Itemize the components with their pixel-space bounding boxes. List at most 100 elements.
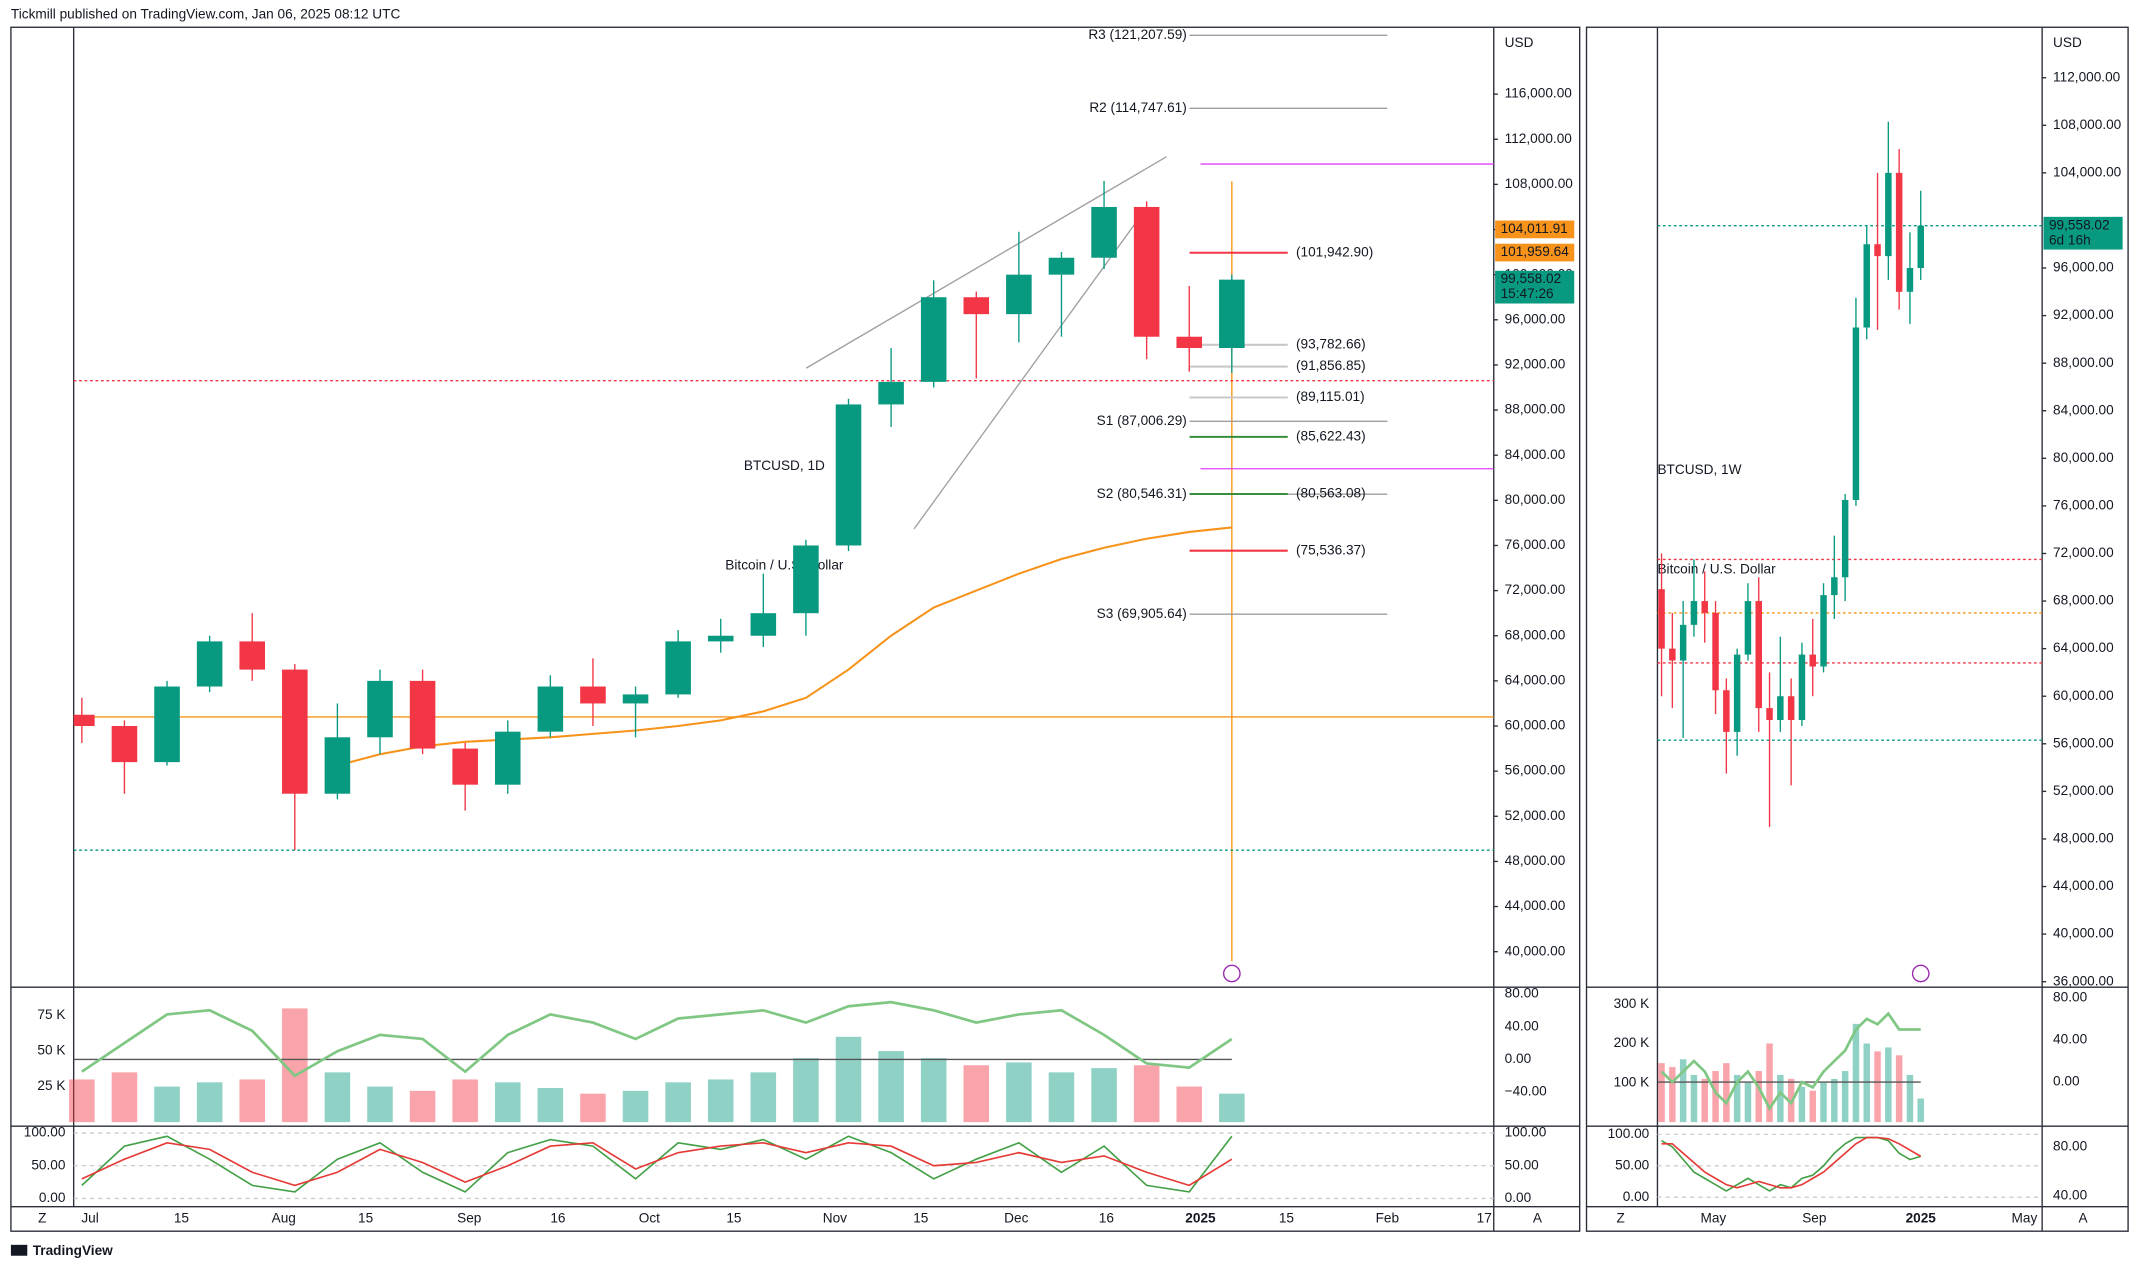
stoch-tick-label: 0.00: [1623, 1189, 1650, 1204]
candle-body: [665, 641, 691, 695]
candle-body: [793, 545, 819, 614]
price-tag-label: 99,558.02: [2049, 217, 2110, 232]
volume-bar: [1798, 1086, 1806, 1123]
level-label: (93,782.66): [1296, 336, 1366, 351]
candle-body: [1679, 624, 1687, 661]
stoch-y2-tick-label: 40.00: [2053, 1187, 2088, 1202]
stoch-tick-label-right: 50.00: [1505, 1157, 1540, 1172]
volume-bar: [1755, 1071, 1762, 1123]
candle-body: [1895, 172, 1903, 292]
event-icon[interactable]: [1911, 964, 1930, 983]
volume-bar: [1679, 1059, 1687, 1123]
candle-body: [1809, 654, 1816, 667]
stoch-tick-label-right: 0.00: [1505, 1190, 1532, 1205]
watermark-description: Bitcoin / U.S. Dollar: [1657, 562, 1776, 577]
candle-body: [580, 686, 606, 704]
volume-bar: [1744, 1082, 1752, 1123]
y-tick-label: 80,000.00: [2053, 450, 2114, 465]
candle-body: [1874, 244, 1881, 257]
stoch-tick-label: 100.00: [24, 1125, 66, 1140]
price-tag-label: 99,558.02: [1501, 271, 1562, 286]
y-tick-label: 40,000.00: [1505, 943, 1566, 958]
candle-body: [494, 731, 521, 785]
scale-button[interactable]: Z: [1616, 1211, 1624, 1226]
volume-bar: [1906, 1074, 1914, 1123]
volume-bar: [1712, 1071, 1719, 1123]
price-tag-countdown: 6d 16h: [2049, 232, 2091, 247]
x-tick-label: May: [2012, 1211, 2038, 1226]
volume-tick-label: 300 K: [1614, 996, 1650, 1011]
volume-bar: [1658, 1063, 1665, 1123]
volume-bar: [1669, 1067, 1676, 1123]
weekly-pane: BTCUSD, 1W Bitcoin / U.S. Dollar: [1657, 121, 2043, 828]
y-tick-label: 84,000.00: [1505, 447, 1566, 462]
level-label: (85,622.43): [1296, 428, 1366, 443]
volume-bar: [1133, 1065, 1160, 1123]
volume-bar: [963, 1065, 990, 1123]
volume-tick-label: 100 K: [1614, 1074, 1650, 1089]
y-tick-label: 64,000.00: [1505, 672, 1566, 687]
y-tick-label: 64,000.00: [2053, 640, 2114, 655]
stoch-tick-label: 50.00: [31, 1157, 66, 1172]
level-label: S2 (80,546.31): [1097, 486, 1187, 501]
candle-body: [452, 748, 478, 785]
candle-body: [537, 686, 564, 732]
volume-bar: [1895, 1055, 1903, 1123]
candle-body: [1048, 257, 1075, 275]
candle-body: [1787, 696, 1795, 721]
candle-body: [1723, 690, 1730, 732]
volume-bar: [1852, 1023, 1860, 1123]
chart-layer: BTCUSD, 1D Bitcoin / U.S. Dollar R3 (121,2…: [24, 27, 2123, 1226]
candle-body: [1176, 336, 1203, 349]
brand: TradingView: [33, 1243, 113, 1258]
candle-body: [1798, 654, 1806, 721]
y-tick-label: 60,000.00: [2053, 688, 2114, 703]
y-tick-label: 108,000.00: [2053, 117, 2122, 132]
volume-bar: [1874, 1051, 1881, 1123]
currency-label: USD: [2053, 35, 2082, 50]
scale-button[interactable]: Z: [38, 1211, 46, 1226]
candle-body: [707, 635, 734, 642]
oscillator-tick-label: 0.00: [1505, 1051, 1532, 1066]
price-tag-label: 101,959.64: [1501, 244, 1570, 259]
y-tick-label: 72,000.00: [1505, 582, 1566, 597]
candle-body: [1712, 612, 1719, 691]
scale-button[interactable]: A: [2079, 1211, 2089, 1226]
y-tick-label: 76,000.00: [1505, 537, 1566, 552]
candle-body: [1733, 654, 1741, 732]
scale-button[interactable]: A: [1533, 1211, 1543, 1226]
volume-bar: [239, 1079, 265, 1123]
candle-body: [920, 297, 947, 382]
stoch-d: [1661, 1136, 1922, 1189]
level-label: (101,942.90): [1296, 244, 1373, 259]
watermark-description: Bitcoin / U.S. Dollar: [725, 557, 844, 572]
stoch-y2-tick-label: 80.00: [2053, 1138, 2088, 1153]
y-tick-label: 56,000.00: [2053, 735, 2114, 750]
oscillator-tick-label: 40.00: [2053, 1032, 2088, 1047]
x-tick-label: Oct: [639, 1211, 660, 1226]
x-tick-label: 2025: [1185, 1211, 1216, 1226]
candle-body: [324, 737, 351, 794]
event-icon[interactable]: [1222, 964, 1241, 983]
price-tag: [1495, 243, 1575, 262]
y-tick-label: 44,000.00: [1505, 898, 1566, 913]
x-tick-label: Dec: [1004, 1211, 1028, 1226]
volume-bar: [707, 1079, 734, 1123]
y-tick-label: 96,000.00: [2053, 260, 2114, 275]
candle-body: [196, 641, 223, 687]
volume-bar: [154, 1086, 180, 1123]
volume-bar: [1820, 1082, 1827, 1123]
currency-label: USD: [1505, 35, 1534, 50]
price-tag: [1495, 270, 1575, 304]
candle-body: [1906, 268, 1914, 292]
y-tick-label: 80,000.00: [1505, 492, 1566, 507]
y-tick-label: 104,000.00: [2053, 164, 2122, 179]
volume-bar: [367, 1086, 393, 1123]
volume-bar: [1176, 1086, 1203, 1123]
volume-bar: [1006, 1062, 1032, 1123]
candle-body: [111, 726, 138, 763]
stoch-d: [81, 1141, 1233, 1187]
level-label: R2 (114,747.61): [1089, 100, 1186, 115]
volume-bar: [111, 1072, 138, 1123]
y-tick-label: 92,000.00: [1505, 357, 1566, 372]
